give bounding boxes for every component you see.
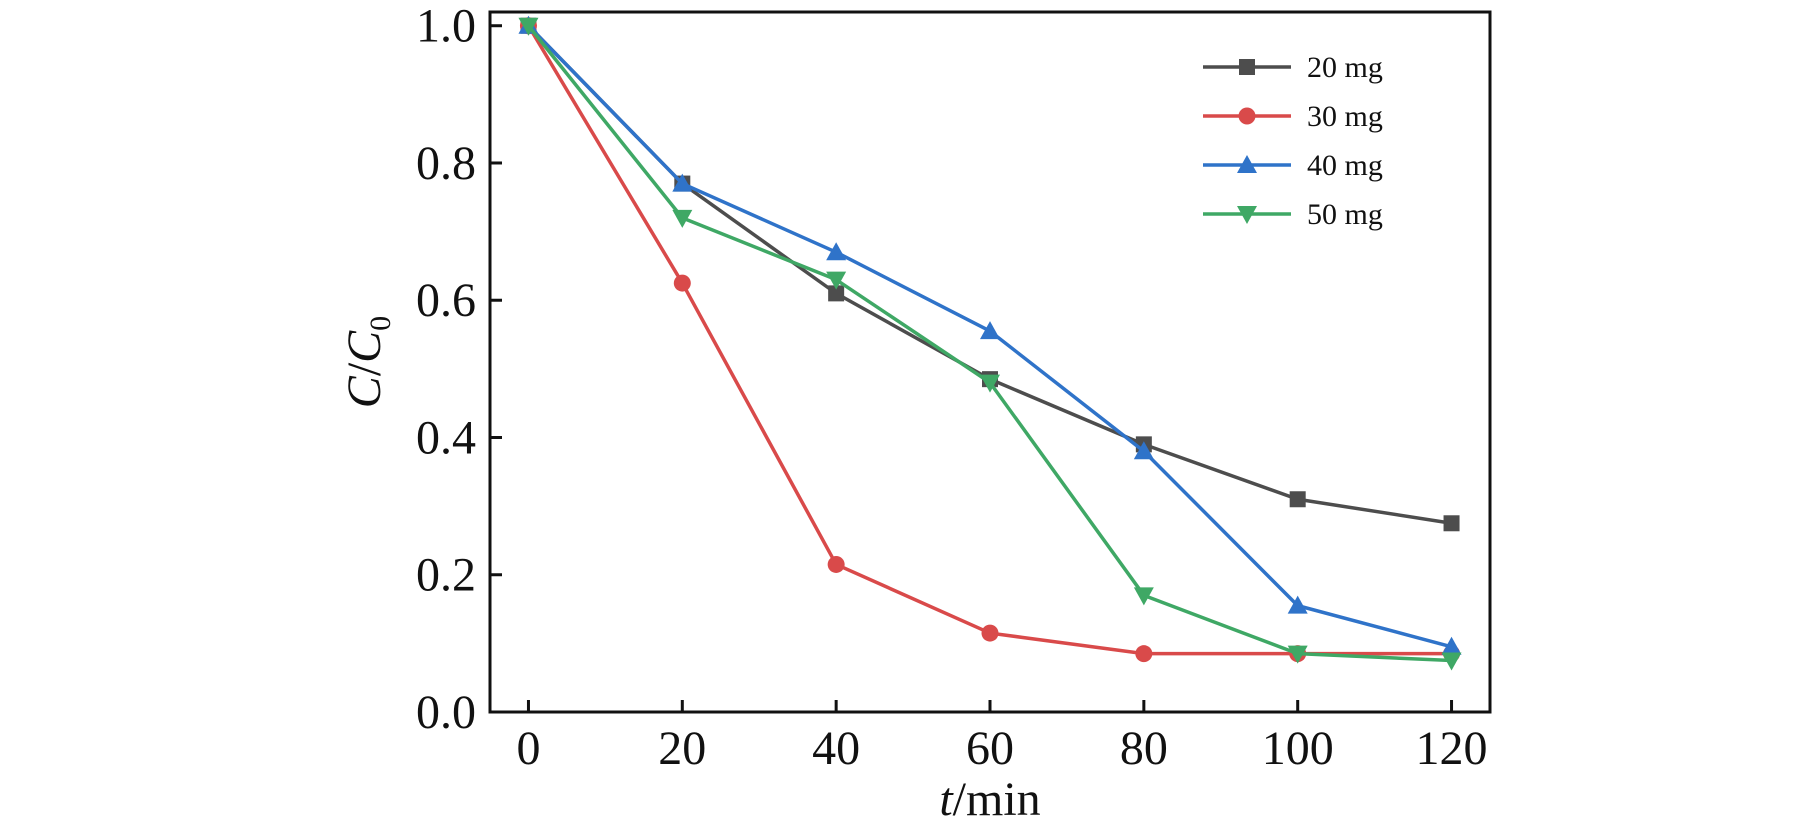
x-tick-label: 120 [1416, 722, 1488, 775]
x-axis-unit: min [966, 773, 1041, 826]
data-point [672, 173, 693, 192]
data-point [981, 624, 999, 642]
y-tick-label: 0.4 [416, 411, 476, 464]
data-point [1135, 645, 1153, 663]
data-point [1443, 515, 1460, 532]
y-axis-title: C/C0 [338, 316, 397, 408]
data-point [1441, 652, 1462, 671]
legend-label: 30 mg [1307, 100, 1383, 133]
x-tick-label: 20 [658, 722, 706, 775]
x-axis-title: t/min [939, 773, 1040, 826]
y-axis-separator: / [338, 362, 391, 376]
data-point [1287, 645, 1308, 664]
legend-marker [1239, 59, 1255, 75]
y-tick-label: 0.0 [416, 686, 476, 739]
data-point [980, 374, 1000, 393]
y-tick-label: 1.0 [416, 0, 476, 53]
x-tick-label: 0 [516, 722, 540, 775]
legend-item: 20 mg [1203, 51, 1383, 84]
legend-item: 50 mg [1203, 198, 1383, 231]
series-40-mg [518, 15, 1462, 655]
x-tick-label: 100 [1262, 722, 1334, 775]
data-point [1287, 595, 1308, 614]
y-tick-label: 0.8 [416, 137, 476, 190]
data-point [980, 321, 1000, 340]
legend-item: 40 mg [1203, 149, 1383, 182]
data-point [1133, 587, 1154, 606]
x-axis-separator: / [953, 773, 967, 826]
data-point [1289, 491, 1306, 508]
legend-item: 30 mg [1203, 100, 1383, 133]
data-point [826, 242, 847, 261]
y-axis-denominator: C [338, 330, 391, 363]
data-point [1133, 441, 1154, 460]
y-tick-label: 0.2 [416, 549, 476, 602]
x-tick-label: 60 [966, 722, 1014, 775]
x-tick-label: 40 [812, 722, 860, 775]
data-point [826, 271, 847, 290]
data-point [828, 285, 845, 302]
axis-ticks: 0 20 40 60 80 100 120 0.0 0.2 0.4 0.6 0.8 1.0 [416, 0, 1488, 775]
legend-label: 20 mg [1307, 51, 1383, 84]
legend-label: 50 mg [1307, 198, 1383, 231]
y-tick-label: 0.6 [416, 274, 476, 327]
data-point [518, 17, 539, 36]
y-axis-variable: C [338, 375, 391, 408]
data-point [672, 209, 693, 228]
y-axis-subscript: 0 [364, 316, 397, 331]
legend: 20 mg 30 mg 40 mg 50 mg [1203, 51, 1383, 231]
legend-marker [1237, 206, 1257, 224]
data-point [1441, 636, 1462, 655]
data-point [827, 555, 845, 573]
legend-marker [1238, 107, 1256, 125]
legend-marker [1237, 155, 1257, 173]
x-tick-label: 80 [1120, 722, 1168, 775]
legend-label: 40 mg [1307, 149, 1383, 182]
series-50-mg [518, 17, 1462, 671]
data-point [673, 274, 691, 292]
chart-marks [518, 15, 1462, 671]
series-20-mg [520, 17, 1460, 532]
x-axis-variable: t [939, 773, 954, 826]
